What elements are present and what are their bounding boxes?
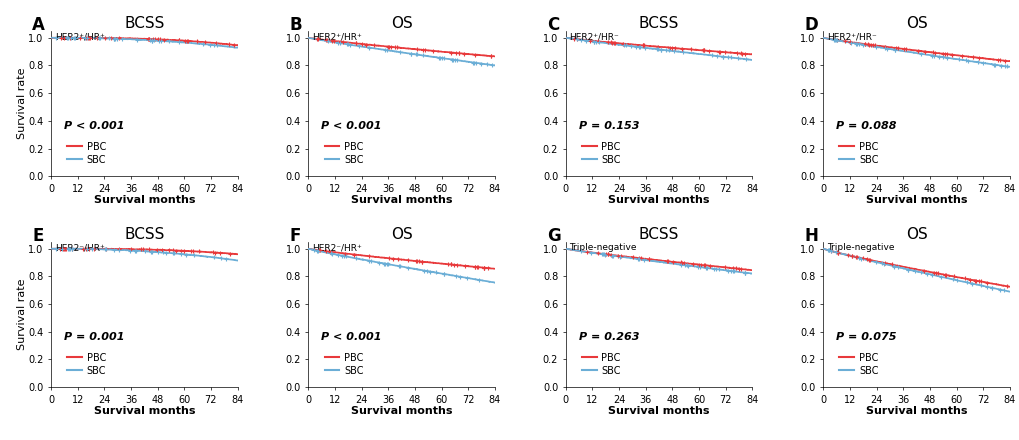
- Legend: PBC, SBC: PBC, SBC: [63, 138, 110, 169]
- X-axis label: Survival months: Survival months: [94, 406, 195, 416]
- Text: HER2⁻/HR⁺: HER2⁻/HR⁺: [55, 243, 104, 252]
- Title: OS: OS: [390, 227, 412, 242]
- Text: P = 0.263: P = 0.263: [579, 332, 639, 342]
- X-axis label: Survival months: Survival months: [94, 195, 195, 205]
- Text: H: H: [804, 227, 817, 245]
- Text: P = 0.153: P = 0.153: [579, 121, 639, 131]
- Text: P = 0.075: P = 0.075: [836, 332, 896, 342]
- Text: Triple-negative: Triple-negative: [569, 243, 637, 252]
- Text: P = 0.088: P = 0.088: [836, 121, 896, 131]
- Text: B: B: [289, 16, 302, 34]
- Text: Triple-negative: Triple-negative: [826, 243, 894, 252]
- Title: OS: OS: [905, 16, 926, 31]
- Text: HER2⁺/HR⁻: HER2⁺/HR⁻: [569, 32, 619, 41]
- Title: OS: OS: [390, 16, 412, 31]
- Text: P < 0.001: P < 0.001: [321, 332, 381, 342]
- Y-axis label: Survival rate: Survival rate: [16, 279, 26, 350]
- Text: F: F: [289, 227, 301, 245]
- X-axis label: Survival months: Survival months: [865, 406, 966, 416]
- Text: P < 0.001: P < 0.001: [64, 121, 124, 131]
- X-axis label: Survival months: Survival months: [607, 406, 709, 416]
- Title: BCSS: BCSS: [638, 227, 679, 242]
- Text: HER2⁺/HR⁺: HER2⁺/HR⁺: [55, 32, 104, 41]
- Text: HER2⁻/HR⁺: HER2⁻/HR⁺: [312, 243, 362, 252]
- Text: C: C: [546, 16, 558, 34]
- Legend: PBC, SBC: PBC, SBC: [835, 349, 881, 379]
- Legend: PBC, SBC: PBC, SBC: [578, 138, 625, 169]
- X-axis label: Survival months: Survival months: [865, 195, 966, 205]
- Legend: PBC, SBC: PBC, SBC: [320, 349, 367, 379]
- Title: OS: OS: [905, 227, 926, 242]
- Text: A: A: [33, 16, 45, 34]
- Y-axis label: Survival rate: Survival rate: [16, 68, 26, 139]
- Text: P < 0.001: P < 0.001: [321, 121, 381, 131]
- Legend: PBC, SBC: PBC, SBC: [578, 349, 625, 379]
- Legend: PBC, SBC: PBC, SBC: [63, 349, 110, 379]
- Text: HER2⁺/HR⁻: HER2⁺/HR⁻: [826, 32, 876, 41]
- X-axis label: Survival months: Survival months: [607, 195, 709, 205]
- Title: BCSS: BCSS: [638, 16, 679, 31]
- Title: BCSS: BCSS: [124, 227, 164, 242]
- Text: P = 0.001: P = 0.001: [64, 332, 124, 342]
- Text: D: D: [804, 16, 817, 34]
- Text: E: E: [33, 227, 44, 245]
- Legend: PBC, SBC: PBC, SBC: [835, 138, 881, 169]
- Text: G: G: [546, 227, 560, 245]
- Title: BCSS: BCSS: [124, 16, 164, 31]
- X-axis label: Survival months: Survival months: [351, 195, 452, 205]
- Legend: PBC, SBC: PBC, SBC: [320, 138, 367, 169]
- X-axis label: Survival months: Survival months: [351, 406, 452, 416]
- Text: HER2⁺/HR⁺: HER2⁺/HR⁺: [312, 32, 362, 41]
